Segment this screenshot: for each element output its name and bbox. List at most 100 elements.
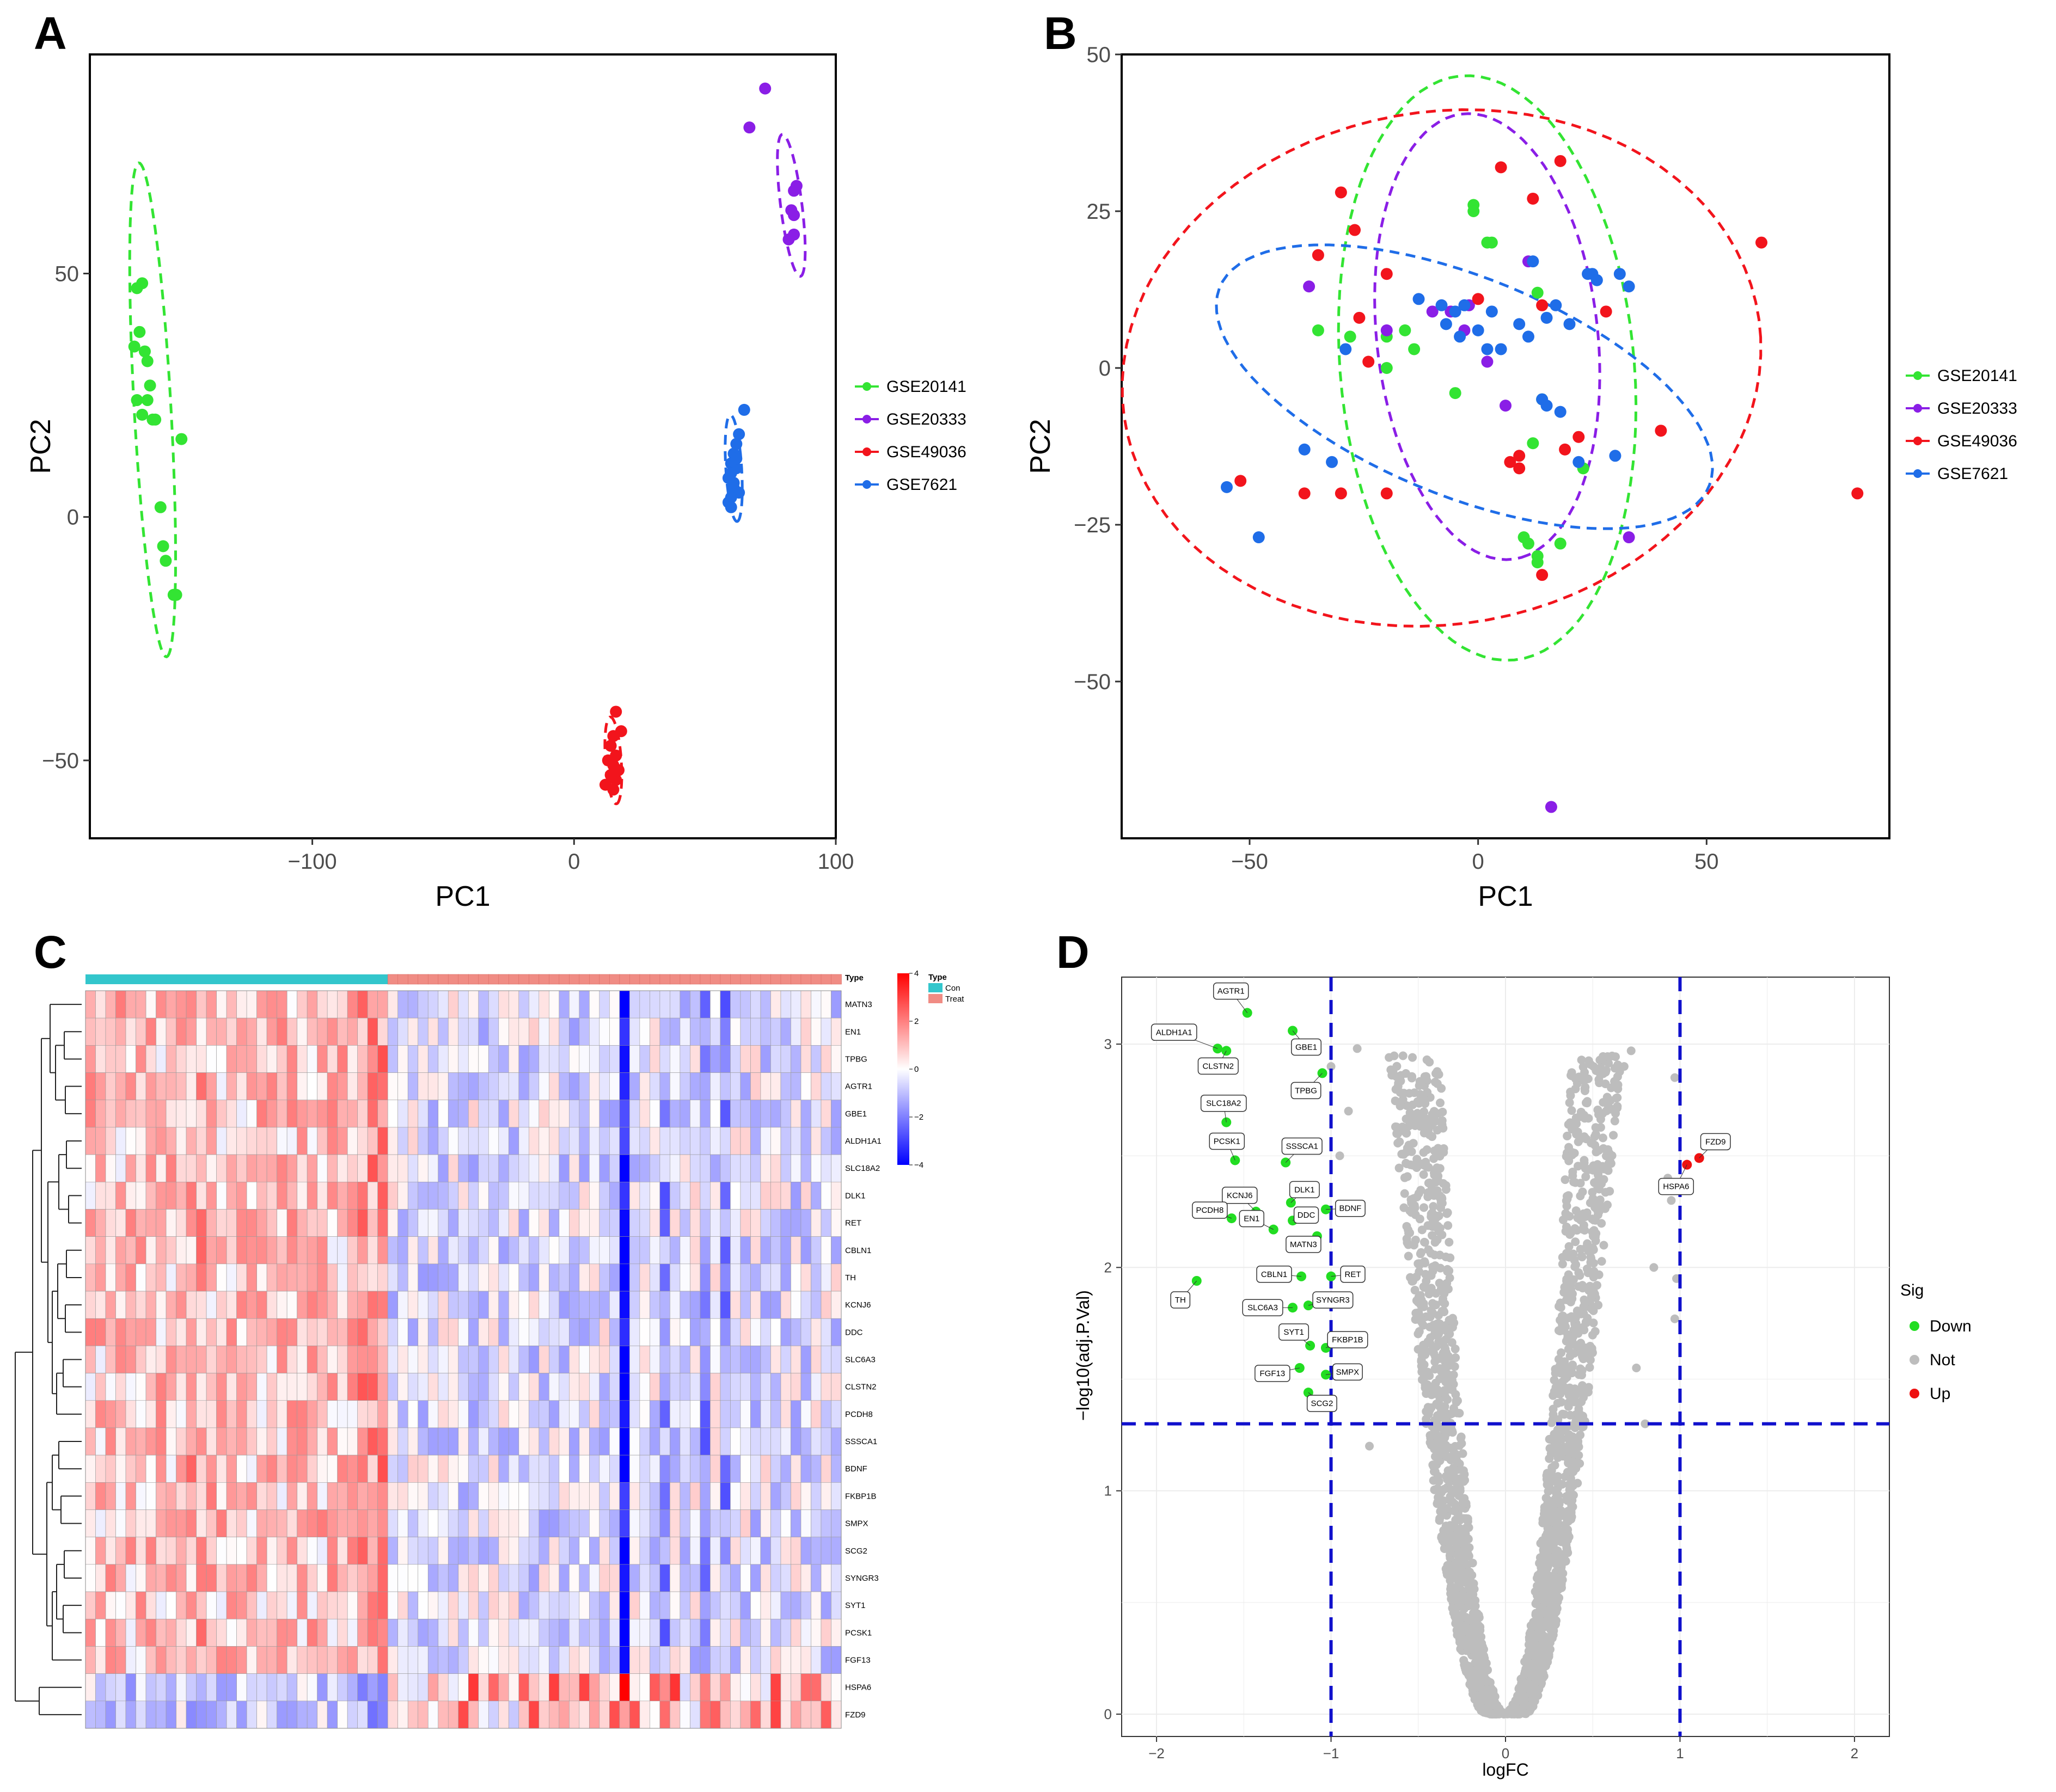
heatmap-cell (327, 1263, 338, 1292)
heatmap-cell (488, 1482, 499, 1510)
gene-label-matn3: MATN3 (1290, 1240, 1317, 1249)
heatmap-cell (750, 1291, 761, 1319)
heatmap-cell (760, 1482, 771, 1510)
heatmap-cell (579, 1291, 590, 1319)
heatmap-cell (539, 1072, 549, 1101)
heatmap-cell (377, 1455, 388, 1483)
heatmap-cell (800, 1045, 811, 1073)
heatmap-cell (670, 1045, 681, 1073)
heatmap-cell (800, 1072, 811, 1101)
heatmap-cell (690, 1509, 701, 1538)
heatmap-cell (307, 1045, 317, 1073)
heatmap-cell (407, 1072, 419, 1101)
point-gse49036 (1312, 249, 1324, 261)
heatmap-cell (367, 1400, 378, 1428)
heatmap-cell (488, 1263, 499, 1292)
heatmap-cell (740, 1291, 751, 1319)
heatmap-cell (105, 1100, 116, 1128)
heatmap-cell (710, 1346, 721, 1373)
not-point (1557, 1348, 1566, 1358)
legend-label-gse49036: GSE49036 (886, 443, 966, 461)
heatmap-cell (680, 1072, 690, 1101)
not-point (1586, 1342, 1595, 1351)
heatmap-cell (166, 1646, 176, 1674)
heatmap-cell (629, 1537, 640, 1565)
heatmap-cell (508, 1400, 519, 1428)
heatmap-cell (569, 1346, 580, 1373)
heatmap-cell (710, 1017, 721, 1046)
heatmap-cell (740, 1346, 751, 1373)
not-point (1435, 1320, 1445, 1329)
gene-label-gbe1: GBE1 (1295, 1042, 1317, 1052)
point-gse7621 (1454, 330, 1466, 343)
heatmap-cell (357, 1455, 368, 1483)
heatmap-cell (549, 1209, 560, 1237)
heatmap-cell (85, 1017, 96, 1046)
not-point (1416, 1312, 1425, 1321)
heatmap-cell (357, 1263, 368, 1292)
not-point (1563, 1282, 1572, 1292)
heatmap-cell (498, 1291, 509, 1319)
heatmap-cell (347, 1291, 358, 1319)
not-point (1555, 1425, 1564, 1434)
heatmap-cell (196, 1701, 207, 1729)
heatmap-cell (831, 1509, 842, 1538)
heatmap-cell (821, 1537, 831, 1565)
heatmap-cell (760, 1618, 771, 1647)
heatmap-cell (458, 1427, 469, 1456)
heatmap-cell (609, 1181, 620, 1210)
not-point (1454, 1525, 1463, 1534)
heatmap-cell (448, 1318, 459, 1346)
heatmap-cell (458, 1100, 469, 1128)
heatmap-cell (569, 1181, 580, 1210)
not-point (1415, 1098, 1424, 1108)
heatmap-cell (680, 1701, 690, 1729)
heatmap-cell (680, 1455, 690, 1483)
legend-key-dot (862, 447, 871, 456)
heatmap-cell (650, 1701, 660, 1729)
heatmap-cell (206, 1564, 217, 1592)
heatmap-cell (650, 1537, 660, 1565)
heatmap-cell (791, 1373, 801, 1401)
heatmap-cell (791, 1564, 801, 1592)
heatmap-cell (286, 1318, 297, 1346)
heatmap-cell (327, 1181, 338, 1210)
heatmap-cell (599, 1673, 610, 1702)
heatmap-cell (216, 1127, 227, 1155)
heatmap-cell (791, 1181, 801, 1210)
point-gse7621 (1540, 311, 1553, 324)
heatmap-cell (286, 1618, 297, 1647)
heatmap-cell (367, 1509, 378, 1538)
annotation-cell (297, 974, 308, 984)
heatmap-cell (307, 1291, 317, 1319)
heatmap-cell (650, 1564, 660, 1592)
heatmap-cell (488, 1181, 499, 1210)
heatmap-cell (438, 1263, 449, 1292)
heatmap-cell (720, 1455, 731, 1483)
heatmap-cell (700, 1154, 711, 1182)
annotation-cell (136, 974, 146, 984)
point-gse49036 (1298, 487, 1311, 500)
heatmap-cell (246, 1646, 257, 1674)
heatmap-cell (246, 1127, 257, 1155)
heatmap-cell (639, 1618, 650, 1647)
heatmap-cell (609, 1482, 620, 1510)
annotation-cell (206, 974, 217, 984)
heatmap-cell (740, 1701, 751, 1729)
heatmap-cell (377, 1100, 388, 1128)
heatmap-cell (680, 1646, 690, 1674)
heatmap-cell (176, 990, 187, 1018)
annotation-cell (368, 974, 378, 984)
row-dendrogram (15, 1004, 82, 1715)
heatmap-cell (740, 1154, 751, 1182)
heatmap-cell (650, 1509, 660, 1538)
heatmap-cell (498, 1318, 509, 1346)
heatmap-cell (821, 1646, 831, 1674)
heatmap-cell (700, 1209, 711, 1237)
heatmap-cell (508, 1373, 519, 1401)
not-point (1556, 1298, 1565, 1308)
heatmap-cell (791, 1100, 801, 1128)
heatmap-cell (539, 1591, 549, 1619)
point-gse20141 (128, 340, 140, 353)
